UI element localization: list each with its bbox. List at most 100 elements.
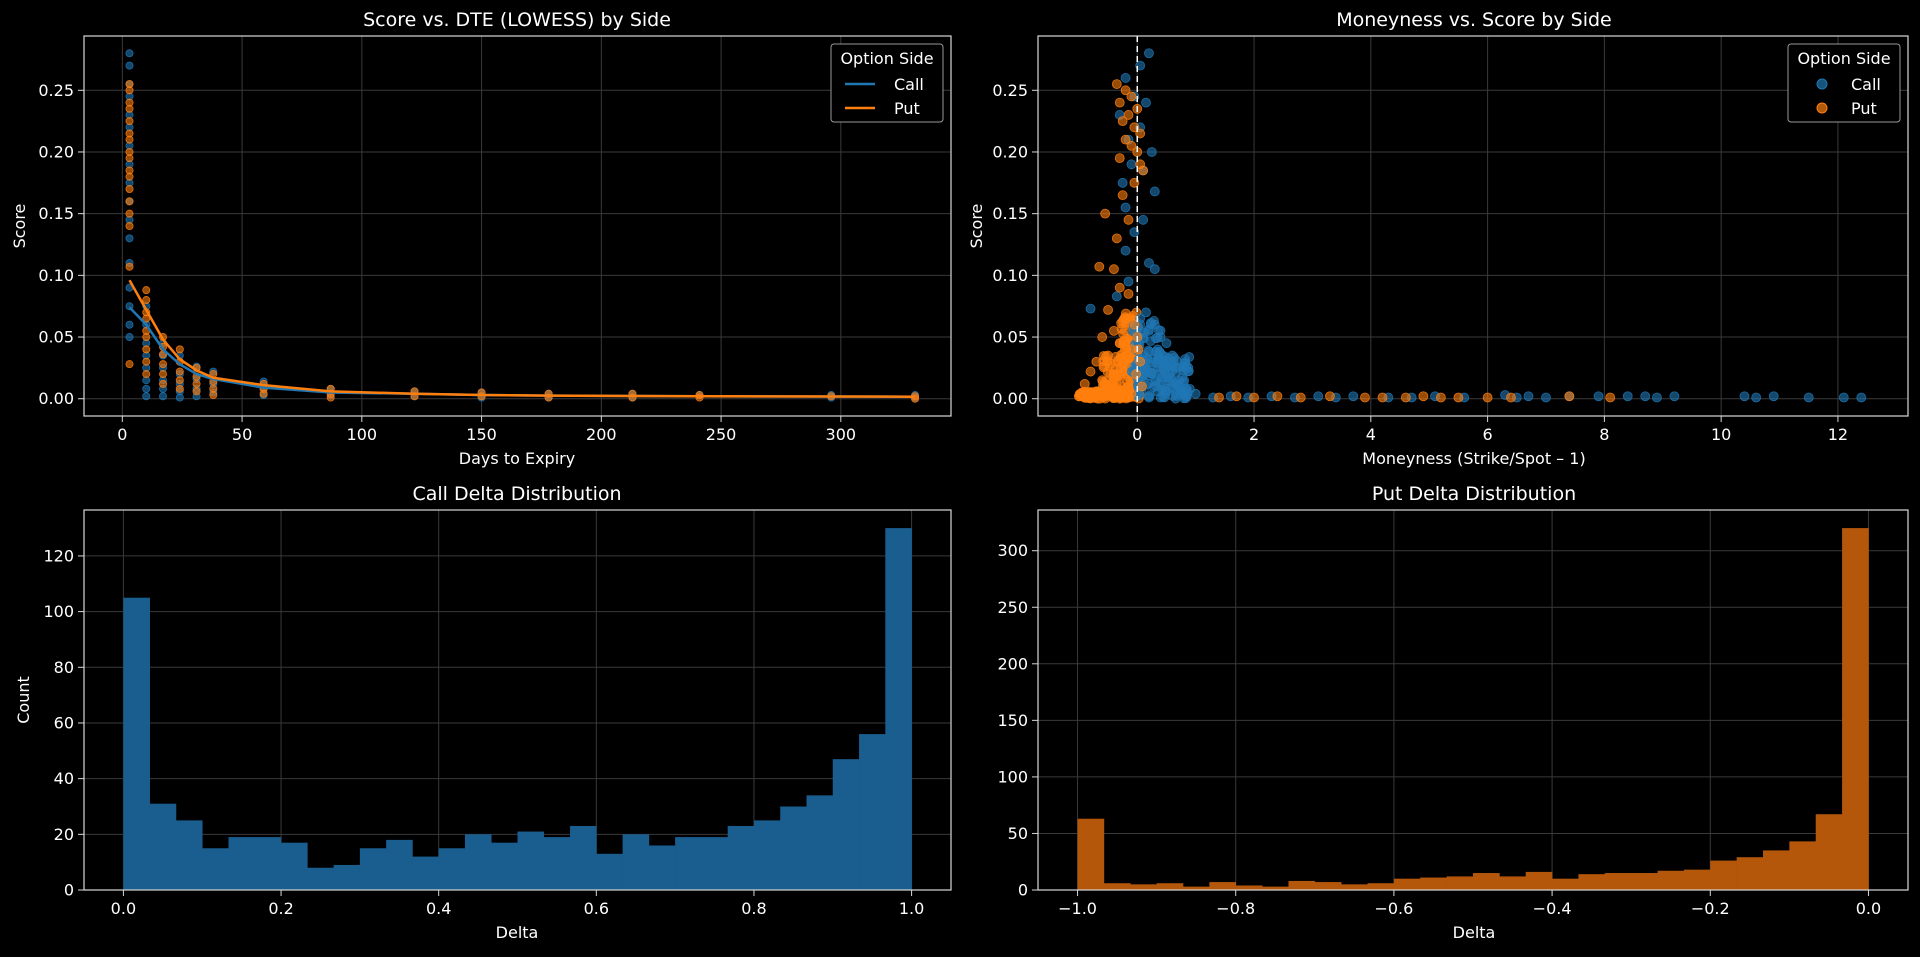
histogram-bar	[1288, 880, 1316, 890]
scatter-point-put	[1131, 369, 1141, 379]
scatter-point-call	[1652, 392, 1662, 403]
scatter-point-put	[192, 379, 201, 388]
histogram-bar	[1578, 874, 1606, 890]
scatter-point-call	[1149, 264, 1160, 275]
y-tick-label: 0	[64, 881, 74, 900]
y-axis-label: Count	[14, 676, 33, 724]
scatter-point-call	[1155, 392, 1166, 403]
scatter-point-put	[1091, 356, 1102, 367]
histogram-bar	[885, 528, 912, 890]
scatter-point-call	[1768, 391, 1779, 402]
panel-put-delta-distribution: Put Delta Distribution −1.0 −0.8 −0.6 −0.4 −…	[997, 483, 1909, 942]
scatter-point-put	[125, 117, 134, 126]
scatter-point-put	[1137, 381, 1147, 392]
histogram-bar	[1262, 886, 1289, 890]
scatter-point-call	[125, 320, 134, 329]
scatter-point-call	[1141, 97, 1151, 108]
scatter-point-call	[1803, 392, 1814, 403]
scatter-point-put	[1114, 379, 1125, 389]
scatter-point-put	[1094, 261, 1105, 272]
scatter-point-call	[1120, 73, 1131, 83]
scatter-point-put	[1097, 332, 1108, 342]
scatter-point-put	[1111, 79, 1122, 90]
scatter-point-put	[125, 86, 134, 95]
x-tick-label: 150	[466, 425, 497, 444]
x-tick-label: 8	[1599, 425, 1609, 444]
scatter-point-call	[1141, 307, 1151, 318]
y-tick-label: 0.25	[38, 81, 74, 100]
scatter-point-put	[1214, 392, 1224, 403]
scatter-point-call	[1190, 388, 1201, 399]
scatter-point-call	[1123, 276, 1134, 287]
scatter-point-put	[125, 104, 134, 113]
scatter-point-call	[1669, 391, 1680, 402]
scatter-point-put	[159, 379, 168, 388]
scatter-point-put	[1249, 392, 1259, 403]
histogram-bar	[780, 806, 807, 890]
histogram-bar	[648, 845, 676, 890]
scatter-point-call	[175, 393, 184, 402]
scatter-point-put	[1114, 282, 1125, 293]
x-axis-label: Days to Expiry	[459, 449, 575, 468]
scatter-point-put	[1126, 140, 1137, 151]
scatter-point-call	[125, 61, 134, 70]
histogram-bar	[517, 831, 545, 890]
scatter-point-put	[1120, 313, 1131, 324]
scatter-point-put	[1564, 391, 1575, 402]
x-tick-label: 12	[1828, 425, 1848, 444]
scatter-point-put	[1079, 379, 1090, 389]
histogram-bar	[1446, 876, 1474, 890]
scatter-point-put	[1114, 153, 1125, 164]
histogram-bar	[1209, 882, 1237, 890]
scatter-point-call	[1152, 344, 1163, 355]
y-tick-label: 0.10	[38, 266, 74, 285]
histogram-bar	[1314, 882, 1342, 890]
scatter-point-put	[1126, 388, 1137, 399]
histogram-bar	[123, 597, 150, 890]
scatter-point-put	[1605, 392, 1616, 403]
scatter-point-call	[125, 333, 134, 342]
scatter-point-put	[1506, 392, 1516, 403]
histogram-bar	[1130, 884, 1157, 890]
histogram-bar	[491, 842, 518, 890]
x-tick-label: −0.4	[1533, 899, 1572, 918]
histogram-bar	[1341, 884, 1368, 890]
panel-score-vs-dte: Score vs. DTE (LOWESS) by Side 0 50 100 150…	[10, 9, 952, 468]
x-tick-label: 0.2	[268, 899, 293, 918]
y-tick-label: 300	[997, 541, 1028, 560]
histogram-bar	[228, 837, 256, 890]
scatter-point-call	[1120, 202, 1131, 213]
scatter-point-put	[1085, 366, 1096, 377]
scatter-point-put	[1120, 134, 1131, 145]
scatter-point-put	[1120, 85, 1131, 96]
x-tick-label: 4	[1366, 425, 1376, 444]
scatter-point-call	[142, 392, 151, 401]
y-tick-label: 200	[997, 654, 1028, 673]
x-tick-label: 300	[826, 425, 857, 444]
y-tick-label: 0.05	[38, 328, 74, 347]
scatter-point-put	[1109, 264, 1119, 275]
x-tick-label: −0.8	[1216, 899, 1255, 918]
scatter-point-call	[1622, 391, 1633, 402]
scatter-point-put	[1295, 392, 1306, 403]
scatter-point-put	[125, 209, 134, 218]
chart-title: Score vs. DTE (LOWESS) by Side	[363, 9, 671, 31]
scatter-point-put	[1325, 391, 1335, 402]
scatter-point-put	[1120, 359, 1131, 370]
histogram-bar	[1604, 873, 1632, 890]
y-tick-label: 60	[54, 713, 74, 732]
y-tick-label: 0.05	[992, 328, 1028, 347]
scatter-point-put	[1133, 344, 1144, 355]
histogram-bar	[175, 820, 203, 890]
histogram-bar	[675, 837, 702, 890]
scatter-point-call	[1856, 392, 1867, 403]
x-tick-label: 100	[347, 425, 378, 444]
scatter-point-put	[1111, 390, 1122, 400]
scatter-point-put	[142, 345, 151, 354]
chart-title: Put Delta Distribution	[1372, 483, 1576, 505]
histogram-bar	[596, 853, 623, 890]
scatter-point-put	[1123, 288, 1134, 299]
scatter-point-put	[125, 360, 134, 369]
chart-title: Call Delta Distribution	[412, 483, 621, 505]
scatter-point-call	[1144, 258, 1154, 268]
